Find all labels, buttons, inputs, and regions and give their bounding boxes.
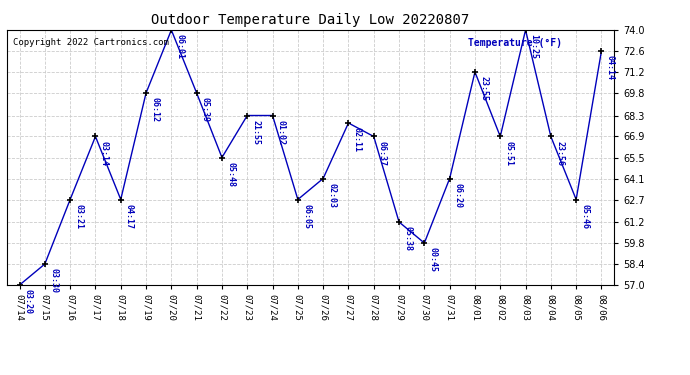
Text: 05:39: 05:39 <box>201 97 210 122</box>
Text: 06:12: 06:12 <box>150 97 159 122</box>
Text: 10:25: 10:25 <box>530 34 539 59</box>
Text: 05:46: 05:46 <box>580 204 589 229</box>
Text: 00:45: 00:45 <box>428 247 437 272</box>
Text: 06:01: 06:01 <box>175 34 184 59</box>
Text: 02:03: 02:03 <box>327 183 336 208</box>
Text: 23:55: 23:55 <box>479 76 488 101</box>
Text: 05:51: 05:51 <box>504 141 513 166</box>
Text: 01:02: 01:02 <box>277 120 286 145</box>
Text: 02:11: 02:11 <box>353 127 362 152</box>
Text: 06:37: 06:37 <box>378 141 387 166</box>
Title: Outdoor Temperature Daily Low 20220807: Outdoor Temperature Daily Low 20220807 <box>151 13 470 27</box>
Text: Temperature (°F): Temperature (°F) <box>469 38 562 48</box>
Text: 03:21: 03:21 <box>75 204 83 229</box>
Text: Copyright 2022 Cartronics.com: Copyright 2022 Cartronics.com <box>13 38 169 46</box>
Text: 06:05: 06:05 <box>302 204 311 229</box>
Text: 03:14: 03:14 <box>99 141 108 166</box>
Text: 06:20: 06:20 <box>454 183 463 208</box>
Text: 04:14: 04:14 <box>606 55 615 80</box>
Text: 23:56: 23:56 <box>555 141 564 166</box>
Text: 05:48: 05:48 <box>226 162 235 187</box>
Text: 05:38: 05:38 <box>403 226 412 251</box>
Text: 03:30: 03:30 <box>49 268 58 293</box>
Text: 03:20: 03:20 <box>23 289 32 314</box>
Text: 04:17: 04:17 <box>125 204 134 229</box>
Text: 21:55: 21:55 <box>251 120 260 145</box>
